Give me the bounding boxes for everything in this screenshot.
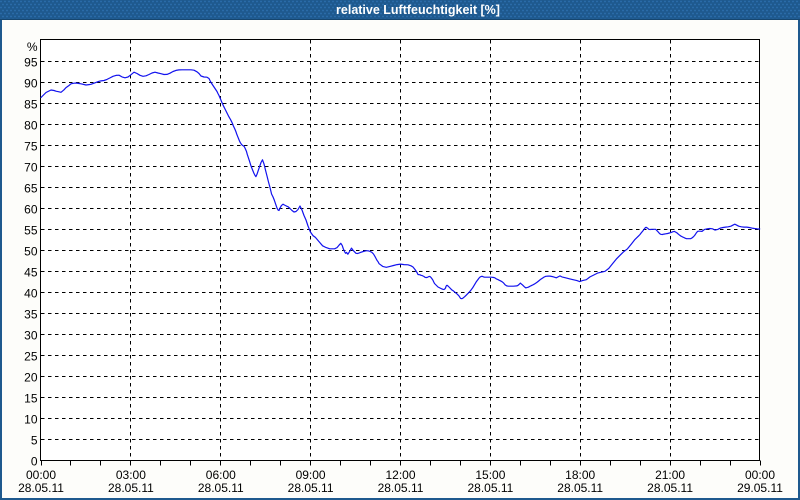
svg-text:85: 85: [24, 98, 38, 112]
svg-text:00:00: 00:00: [26, 468, 56, 482]
svg-text:28.05.11: 28.05.11: [557, 481, 603, 495]
svg-text:35: 35: [24, 308, 38, 322]
svg-text:0: 0: [31, 455, 38, 469]
svg-text:70: 70: [24, 161, 38, 175]
svg-text:18:00: 18:00: [565, 468, 595, 482]
svg-text:10: 10: [24, 413, 38, 427]
svg-text:45: 45: [24, 266, 38, 280]
svg-text:90: 90: [24, 77, 38, 91]
svg-text:28.05.11: 28.05.11: [198, 481, 244, 495]
svg-text:15:00: 15:00: [475, 468, 505, 482]
svg-text:28.05.11: 28.05.11: [647, 481, 693, 495]
svg-text:50: 50: [24, 245, 38, 259]
svg-text:20: 20: [24, 371, 38, 385]
svg-text:28.05.11: 28.05.11: [378, 481, 424, 495]
svg-text:28.05.11: 28.05.11: [467, 481, 513, 495]
svg-text:15: 15: [24, 392, 38, 406]
svg-text:5: 5: [31, 434, 38, 448]
svg-text:29.05.11: 29.05.11: [737, 481, 783, 495]
svg-text:60: 60: [24, 203, 38, 217]
svg-text:30: 30: [24, 329, 38, 343]
svg-text:relative Luftfeuchtigkeit [%]: relative Luftfeuchtigkeit [%]: [336, 3, 500, 17]
svg-text:40: 40: [24, 287, 38, 301]
svg-text:21:00: 21:00: [655, 468, 685, 482]
svg-text:%: %: [27, 40, 38, 54]
svg-text:28.05.11: 28.05.11: [18, 481, 64, 495]
svg-text:65: 65: [24, 182, 38, 196]
svg-text:25: 25: [24, 350, 38, 364]
svg-text:55: 55: [24, 224, 38, 238]
svg-text:28.05.11: 28.05.11: [108, 481, 154, 495]
svg-text:00:00: 00:00: [745, 468, 775, 482]
svg-text:95: 95: [24, 56, 38, 70]
svg-text:28.05.11: 28.05.11: [288, 481, 334, 495]
svg-text:06:00: 06:00: [206, 468, 236, 482]
svg-text:03:00: 03:00: [116, 468, 146, 482]
svg-text:12:00: 12:00: [385, 468, 415, 482]
svg-text:75: 75: [24, 140, 38, 154]
svg-text:80: 80: [24, 119, 38, 133]
svg-text:09:00: 09:00: [296, 468, 326, 482]
